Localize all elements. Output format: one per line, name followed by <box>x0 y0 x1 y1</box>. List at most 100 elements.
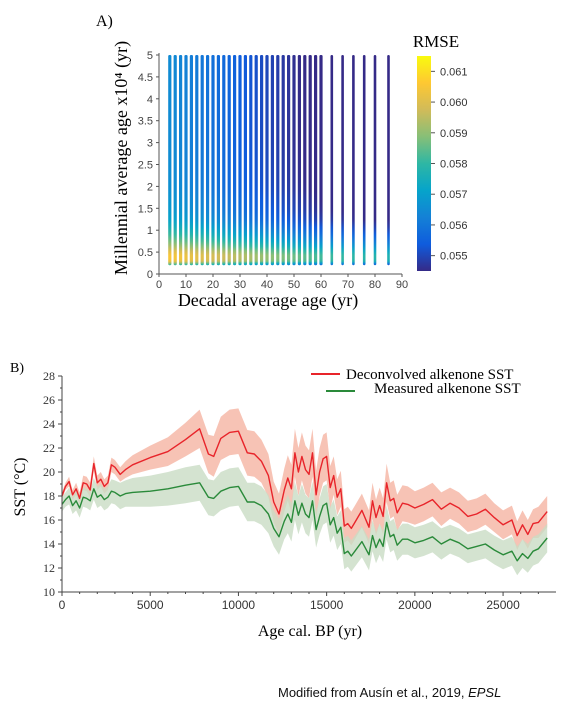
colorbar-tick-label: 0.060 <box>440 97 468 109</box>
panel-b-sst-timeseries: B) 0 5000 10000 15000 20000 25000 10 12 14 16 18 2… <box>10 361 556 640</box>
colorbar-tick-label: 0.059 <box>440 128 468 140</box>
y-tick-label: 3 <box>147 138 153 150</box>
x-tick-label: 15000 <box>310 598 344 612</box>
x-tick-label: 40 <box>261 279 273 291</box>
x-tick-label: 10 <box>180 279 192 291</box>
panel-b-x-axis-label: Age cal. BP (yr) <box>258 623 362 640</box>
y-tick-label: 4 <box>147 94 153 106</box>
rmse-column <box>292 55 296 266</box>
y-tick-label: 0 <box>147 269 153 281</box>
x-tick-label: 80 <box>369 279 381 291</box>
colorbar-tick-label: 0.057 <box>440 189 468 201</box>
credit-journal: EPSL <box>468 685 502 700</box>
x-tick-label: 70 <box>342 279 354 291</box>
panel-a-rmse-scatter: A) 0 10 20 30 40 50 60 70 80 90 0 0.5 1 1.5 2 2.5 3 3.5 4… <box>96 13 468 311</box>
rmse-column <box>184 55 188 266</box>
rmse-column <box>195 55 199 266</box>
colorbar-title: RMSE <box>413 32 459 51</box>
rmse-column <box>211 55 215 266</box>
panel-a-plot-area <box>158 53 402 275</box>
rmse-column <box>222 55 226 266</box>
y-tick-label: 3.5 <box>138 116 153 128</box>
y-tick-label: 22 <box>43 441 55 455</box>
y-tick-label: 10 <box>43 585 55 599</box>
rmse-column <box>168 55 172 266</box>
panel-b-series-lines <box>61 428 548 562</box>
figure-credit: Modified from Ausín et al., 2019, EPSL <box>278 685 501 700</box>
credit-text: Modified from Ausín et al., 2019, <box>278 685 469 700</box>
rmse-column <box>319 55 323 266</box>
rmse-column <box>233 55 237 266</box>
legend-label-deconvolved: Deconvolved alkenone SST <box>346 367 513 383</box>
x-tick-label: 0 <box>59 598 66 612</box>
rmse-column <box>270 55 274 266</box>
rmse-column <box>341 55 344 266</box>
rmse-column <box>352 55 355 266</box>
rmse-column <box>303 55 307 266</box>
y-tick-label: 28 <box>43 369 55 383</box>
rmse-column <box>308 55 312 266</box>
rmse-column <box>189 55 193 266</box>
x-tick-label: 25000 <box>486 598 520 612</box>
y-tick-label: 1 <box>147 225 153 237</box>
x-tick-label: 0 <box>156 279 162 291</box>
y-tick-label: 5 <box>147 50 153 62</box>
rmse-column <box>276 55 280 266</box>
panel-a-colorbar: RMSE 0.055 0.056 0.057 0.058 0.059 0.060 0.061 <box>413 32 468 271</box>
panel-a-x-ticks: 0 10 20 30 40 50 60 70 80 90 <box>156 274 408 291</box>
rmse-column <box>297 55 301 266</box>
deconvolved-uncertainty-band <box>62 408 548 550</box>
rmse-column <box>373 55 377 266</box>
colorbar-tick-label: 0.055 <box>440 251 468 263</box>
rmse-column <box>173 55 177 266</box>
y-tick-label: 2.5 <box>138 160 153 172</box>
legend-label-measured: Measured alkenone SST <box>374 381 521 397</box>
colorbar-ticks: 0.055 0.056 0.057 0.058 0.059 0.060 0.061 <box>431 66 468 263</box>
panel-b-x-ticks: 0 5000 10000 15000 20000 25000 <box>59 592 539 612</box>
colorbar-tick-label: 0.058 <box>440 159 468 171</box>
colorbar-gradient <box>417 56 431 271</box>
panel-b-y-axis-label: SST (°C) <box>12 457 29 516</box>
y-tick-label: 12 <box>43 561 55 575</box>
rmse-column <box>227 55 231 266</box>
panel-b-uncertainty-bands <box>62 408 548 576</box>
panel-a-label: A) <box>96 13 113 30</box>
x-tick-label: 90 <box>396 279 408 291</box>
rmse-column <box>243 55 247 266</box>
colorbar-tick-label: 0.056 <box>440 220 468 232</box>
x-tick-label: 20000 <box>398 598 432 612</box>
colorbar-tick-label: 0.061 <box>440 66 468 78</box>
rmse-column <box>206 55 210 266</box>
rmse-column <box>362 55 366 266</box>
y-tick-label: 0.5 <box>138 247 153 259</box>
panel-a-y-ticks: 0 0.5 1 1.5 2 2.5 3 3.5 4 4.5 5 <box>138 50 159 281</box>
deconvolved-sst-line <box>61 428 548 537</box>
y-tick-label: 18 <box>43 489 55 503</box>
rmse-column <box>387 55 390 266</box>
rmse-column <box>249 55 253 266</box>
x-tick-label: 30 <box>234 279 246 291</box>
rmse-column <box>330 55 334 266</box>
panel-a-x-axis-label: Decadal average age (yr) <box>178 290 358 311</box>
rmse-column <box>200 55 204 266</box>
rmse-column <box>254 55 258 266</box>
y-tick-label: 2 <box>147 181 153 193</box>
x-tick-label: 5000 <box>137 598 164 612</box>
x-tick-label: 10000 <box>222 598 256 612</box>
y-tick-label: 26 <box>43 393 55 407</box>
y-tick-label: 20 <box>43 465 55 479</box>
x-tick-label: 20 <box>207 279 219 291</box>
measured-uncertainty-band <box>62 464 548 576</box>
panel-b-legend: Deconvolved alkenone SST Measured alkeno… <box>311 367 521 397</box>
rmse-column <box>260 55 264 266</box>
rmse-column <box>287 55 291 266</box>
panel-b-y-ticks: 10 12 14 16 18 20 22 24 26 28 <box>43 369 62 599</box>
y-tick-label: 4.5 <box>138 72 153 84</box>
rmse-column <box>265 55 269 266</box>
y-tick-label: 14 <box>43 537 55 551</box>
x-tick-label: 50 <box>288 279 300 291</box>
rmse-column <box>238 55 242 266</box>
y-tick-label: 1.5 <box>138 203 153 215</box>
rmse-column <box>179 55 183 266</box>
